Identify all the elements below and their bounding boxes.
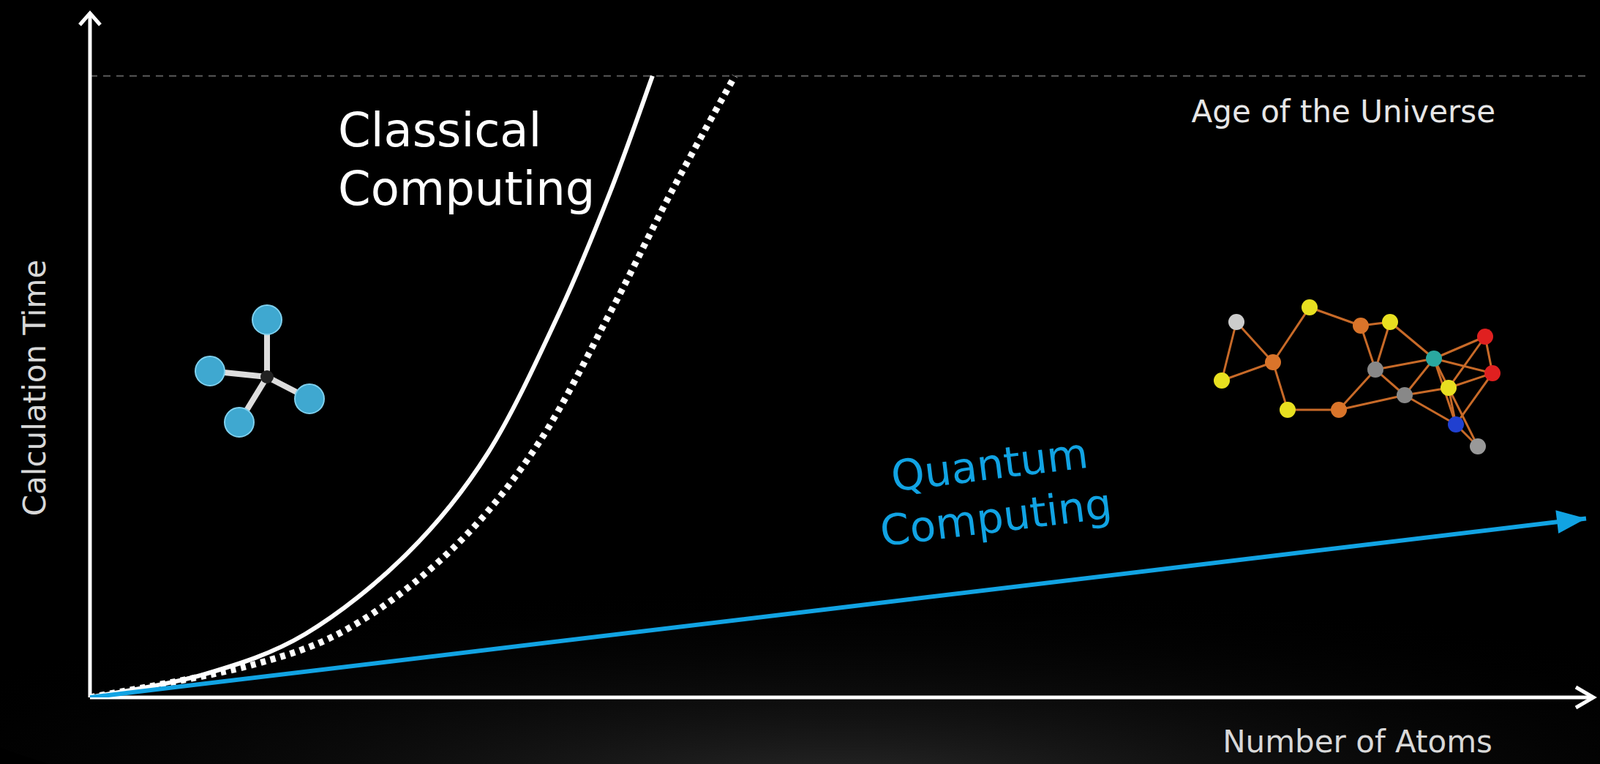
bond xyxy=(1448,387,1478,447)
bond xyxy=(1221,362,1273,381)
bond xyxy=(1433,358,1456,425)
atom xyxy=(1213,372,1230,389)
bond xyxy=(1309,307,1361,326)
series-arrowhead xyxy=(1555,509,1587,534)
chart: Age of the Universe Calculation Time Numbe… xyxy=(0,0,1600,764)
atom xyxy=(1228,313,1245,330)
cluster-icon xyxy=(1213,299,1501,455)
atom xyxy=(1352,317,1369,334)
series-label: ClassicalComputing xyxy=(337,103,595,216)
atom xyxy=(1301,299,1318,316)
y-axis-arrow xyxy=(79,13,101,25)
bond xyxy=(1236,321,1273,363)
atom xyxy=(1469,438,1486,455)
label-line: Computing xyxy=(337,161,595,216)
bond xyxy=(1455,373,1493,425)
atom xyxy=(1279,401,1296,418)
atom xyxy=(1264,354,1282,371)
series-line xyxy=(89,76,735,698)
label-line: Classical xyxy=(337,103,542,158)
bond xyxy=(1448,336,1486,388)
atom xyxy=(195,356,225,386)
series-line xyxy=(89,517,1587,698)
atom xyxy=(294,384,325,414)
bond xyxy=(1390,321,1434,359)
bond xyxy=(1338,395,1405,410)
atom xyxy=(1425,350,1442,367)
x-axis xyxy=(89,695,1592,700)
atom xyxy=(252,305,282,335)
atom xyxy=(1447,416,1464,433)
series-line xyxy=(89,76,653,698)
atom xyxy=(1367,361,1384,378)
atom xyxy=(1396,387,1413,404)
atom xyxy=(224,407,254,437)
atom xyxy=(260,370,274,384)
atom xyxy=(1330,401,1347,418)
methane-icon xyxy=(195,305,325,437)
atom xyxy=(1440,379,1457,396)
bond xyxy=(1272,307,1310,363)
x-axis-arrow xyxy=(1575,686,1594,708)
atom xyxy=(1484,365,1501,382)
y-axis xyxy=(88,14,93,698)
bond xyxy=(1221,321,1237,381)
annotation-line xyxy=(89,75,1587,77)
atom xyxy=(1381,313,1399,330)
label-line: Computing xyxy=(877,478,1115,557)
series-label: QuantumComputing xyxy=(870,425,1115,557)
x-axis-title: Number of Atoms xyxy=(1222,723,1493,760)
floor-sheen xyxy=(0,468,1600,764)
atom xyxy=(1477,328,1494,345)
y-axis-title: Calculation Time xyxy=(16,259,53,516)
plot-area xyxy=(89,76,1587,698)
annotation-label: Age of the Universe xyxy=(1191,93,1496,130)
